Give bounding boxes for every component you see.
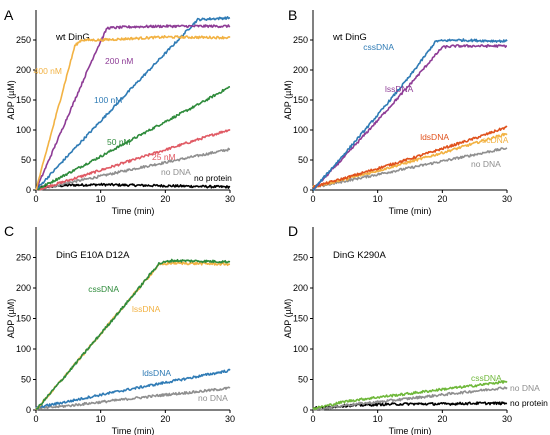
series-label: no DNA bbox=[198, 393, 228, 403]
series-line-100-nm bbox=[35, 16, 231, 191]
x-tick-label: 10 bbox=[96, 194, 106, 204]
series-label: no protein bbox=[510, 398, 548, 408]
y-tick-label: 100 bbox=[16, 344, 31, 354]
panel-title: wt DinG bbox=[55, 32, 90, 43]
panel-A: Awt DinG 0 50 100 150 200 250 0 10 20 30 Time (min)… bbox=[4, 7, 235, 216]
series-line-50-nm bbox=[35, 86, 231, 191]
x-tick-label: 20 bbox=[160, 194, 170, 204]
y-tick-label: 150 bbox=[293, 314, 308, 324]
y-tick-label: 250 bbox=[16, 253, 31, 263]
series-line-200-nm bbox=[35, 24, 231, 191]
x-tick-label: 0 bbox=[33, 194, 38, 204]
series-line-25-nm bbox=[35, 128, 231, 191]
series-label: 25 nM bbox=[152, 152, 176, 162]
x-axis-title: Time (min) bbox=[389, 206, 432, 216]
y-tick-label: 50 bbox=[21, 375, 31, 385]
x-tick-label: 10 bbox=[96, 414, 106, 424]
panel-title: DinG K290A bbox=[333, 250, 386, 261]
series-label: cssDNA bbox=[88, 284, 119, 294]
y-axis-title: ADP (µM) bbox=[283, 299, 293, 339]
series-line-ldsdna bbox=[35, 368, 231, 409]
series-label: 400 nM bbox=[34, 66, 62, 76]
series-label: ldsDNA bbox=[420, 132, 449, 142]
y-tick-label: 50 bbox=[298, 375, 308, 385]
y-tick-label: 100 bbox=[16, 125, 31, 135]
panel-letter: D bbox=[288, 223, 298, 239]
series-label: cssDNA bbox=[471, 373, 502, 383]
series-line-400-nm bbox=[35, 35, 231, 191]
x-tick-label: 30 bbox=[225, 194, 235, 204]
series-label: cssDNA bbox=[363, 42, 394, 52]
series-label: 200 nM bbox=[105, 56, 133, 66]
panel-letter: A bbox=[4, 7, 14, 23]
series-label: lssDNA bbox=[132, 304, 161, 314]
y-tick-label: 150 bbox=[293, 95, 308, 105]
panel-title: wt DinG bbox=[332, 32, 367, 43]
y-tick-label: 250 bbox=[16, 35, 31, 45]
series-line-no-protein bbox=[35, 182, 231, 189]
panel-letter: B bbox=[288, 7, 297, 23]
series-label: no DNA bbox=[471, 159, 501, 169]
series-label: no protein bbox=[194, 173, 232, 183]
x-axis-title: Time (min) bbox=[112, 206, 155, 216]
y-tick-label: 0 bbox=[26, 405, 31, 415]
y-tick-label: 100 bbox=[293, 344, 308, 354]
series-line-cssdna bbox=[35, 258, 231, 410]
x-tick-label: 20 bbox=[437, 194, 447, 204]
series-label: 50 nM bbox=[107, 137, 131, 147]
series-line-no-dna bbox=[312, 147, 508, 189]
panel-title: DinG E10A D12A bbox=[56, 250, 130, 261]
y-tick-label: 200 bbox=[16, 65, 31, 75]
series-line-no-dna bbox=[312, 386, 508, 411]
y-tick-label: 150 bbox=[16, 95, 31, 105]
panel-B: Bwt DinG 0 50 100 150 200 250 0 10 20 30 Time (min)… bbox=[283, 7, 512, 216]
series-line-no-protein bbox=[312, 401, 508, 410]
y-tick-label: 50 bbox=[21, 155, 31, 165]
series-line-cssdna bbox=[312, 380, 508, 411]
y-tick-label: 100 bbox=[293, 125, 308, 135]
x-tick-label: 30 bbox=[225, 414, 235, 424]
panel-letter: C bbox=[4, 223, 14, 239]
x-tick-label: 0 bbox=[310, 194, 315, 204]
y-axis-title: ADP (µM) bbox=[6, 80, 16, 120]
series-label: 100 nM bbox=[94, 95, 122, 105]
y-tick-label: 200 bbox=[16, 283, 31, 293]
y-axis-title: ADP (µM) bbox=[283, 80, 293, 120]
y-axis-title: ADP (µM) bbox=[6, 299, 16, 339]
series-label: ldsDNA bbox=[142, 368, 171, 378]
series-label: scDNA bbox=[482, 135, 509, 145]
x-tick-label: 30 bbox=[502, 414, 512, 424]
y-tick-label: 0 bbox=[26, 185, 31, 195]
y-tick-label: 0 bbox=[303, 405, 308, 415]
series-line-ldsdna bbox=[313, 125, 508, 189]
y-tick-label: 0 bbox=[303, 185, 308, 195]
panel-C: C DinG E10A D12A 0 50 100 150 200 250 0 10 20 30 Tim… bbox=[4, 223, 235, 435]
y-tick-label: 50 bbox=[298, 155, 308, 165]
y-tick-label: 250 bbox=[293, 253, 308, 263]
panel-D: D DinG K290A 0 50 100 150 200 250 0 10 20 30 Time (m… bbox=[283, 223, 548, 435]
x-tick-label: 30 bbox=[502, 194, 512, 204]
y-tick-label: 150 bbox=[16, 314, 31, 324]
y-tick-label: 250 bbox=[293, 35, 308, 45]
y-tick-label: 200 bbox=[293, 283, 308, 293]
series-label: no DNA bbox=[161, 167, 191, 177]
x-axis-title: Time (min) bbox=[389, 426, 432, 435]
series-label: lssDNA bbox=[385, 84, 414, 94]
series-line-cssdna bbox=[312, 38, 508, 191]
series-line-no-dna bbox=[35, 147, 231, 191]
x-tick-label: 0 bbox=[33, 414, 38, 424]
series-label: no DNA bbox=[510, 383, 540, 393]
x-axis-title: Time (min) bbox=[112, 426, 155, 435]
y-tick-label: 200 bbox=[293, 65, 308, 75]
x-tick-label: 0 bbox=[310, 414, 315, 424]
x-tick-label: 20 bbox=[437, 414, 447, 424]
series-line-no-dna bbox=[35, 386, 231, 411]
series-line-lssdna bbox=[312, 44, 507, 191]
x-tick-label: 20 bbox=[160, 414, 170, 424]
x-tick-label: 10 bbox=[373, 194, 383, 204]
x-tick-label: 10 bbox=[373, 414, 383, 424]
